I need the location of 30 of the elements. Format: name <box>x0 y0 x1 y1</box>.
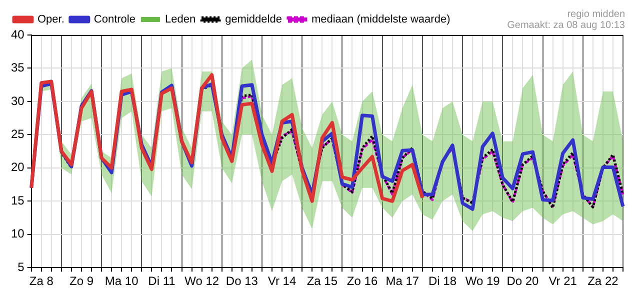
x-tick-label: Di 18 <box>428 274 457 288</box>
x-tick-label: Vr 21 <box>548 274 578 288</box>
y-tick-label: 5 <box>18 260 25 274</box>
x-tick-label: Do 20 <box>506 274 540 288</box>
legend-label: gemiddelde <box>225 14 282 26</box>
x-tick-label: Vr 14 <box>268 274 296 288</box>
x-tick-label: Di 11 <box>148 274 176 288</box>
text: Gemaakt: za 08 aug 10:13 <box>507 20 626 31</box>
legend-label: Oper. <box>38 14 64 26</box>
x-tick-label: Ma 17 <box>386 274 420 288</box>
y-tick-label: 10 <box>10 226 25 241</box>
y-tick-label: 30 <box>10 94 25 108</box>
x-tick-label: Za 22 <box>588 274 619 288</box>
x-tick-label: Za 15 <box>306 274 338 288</box>
y-tick-label: 40 <box>10 27 25 42</box>
x-tick-label: Zo 16 <box>346 274 378 288</box>
y-tick-label: 35 <box>10 60 25 75</box>
x-tick-label: Zo 9 <box>69 274 94 288</box>
y-tick-label: 15 <box>10 193 25 208</box>
legend-label: Controle <box>94 14 136 26</box>
text: regio midden <box>567 8 625 20</box>
legend-label: mediaan (middelste waarde) <box>311 14 450 26</box>
y-tick-label: 25 <box>10 127 25 141</box>
x-tick-label: Ma 10 <box>104 274 139 288</box>
x-tick-label: Za 8 <box>29 274 54 288</box>
x-tick-label: Do 13 <box>226 274 258 288</box>
x-tick-label: Wo 12 <box>184 274 220 288</box>
x-tick-label: Wo 19 <box>465 274 500 288</box>
legend-label: Leden <box>164 14 196 26</box>
y-tick-label: 20 <box>10 160 25 174</box>
